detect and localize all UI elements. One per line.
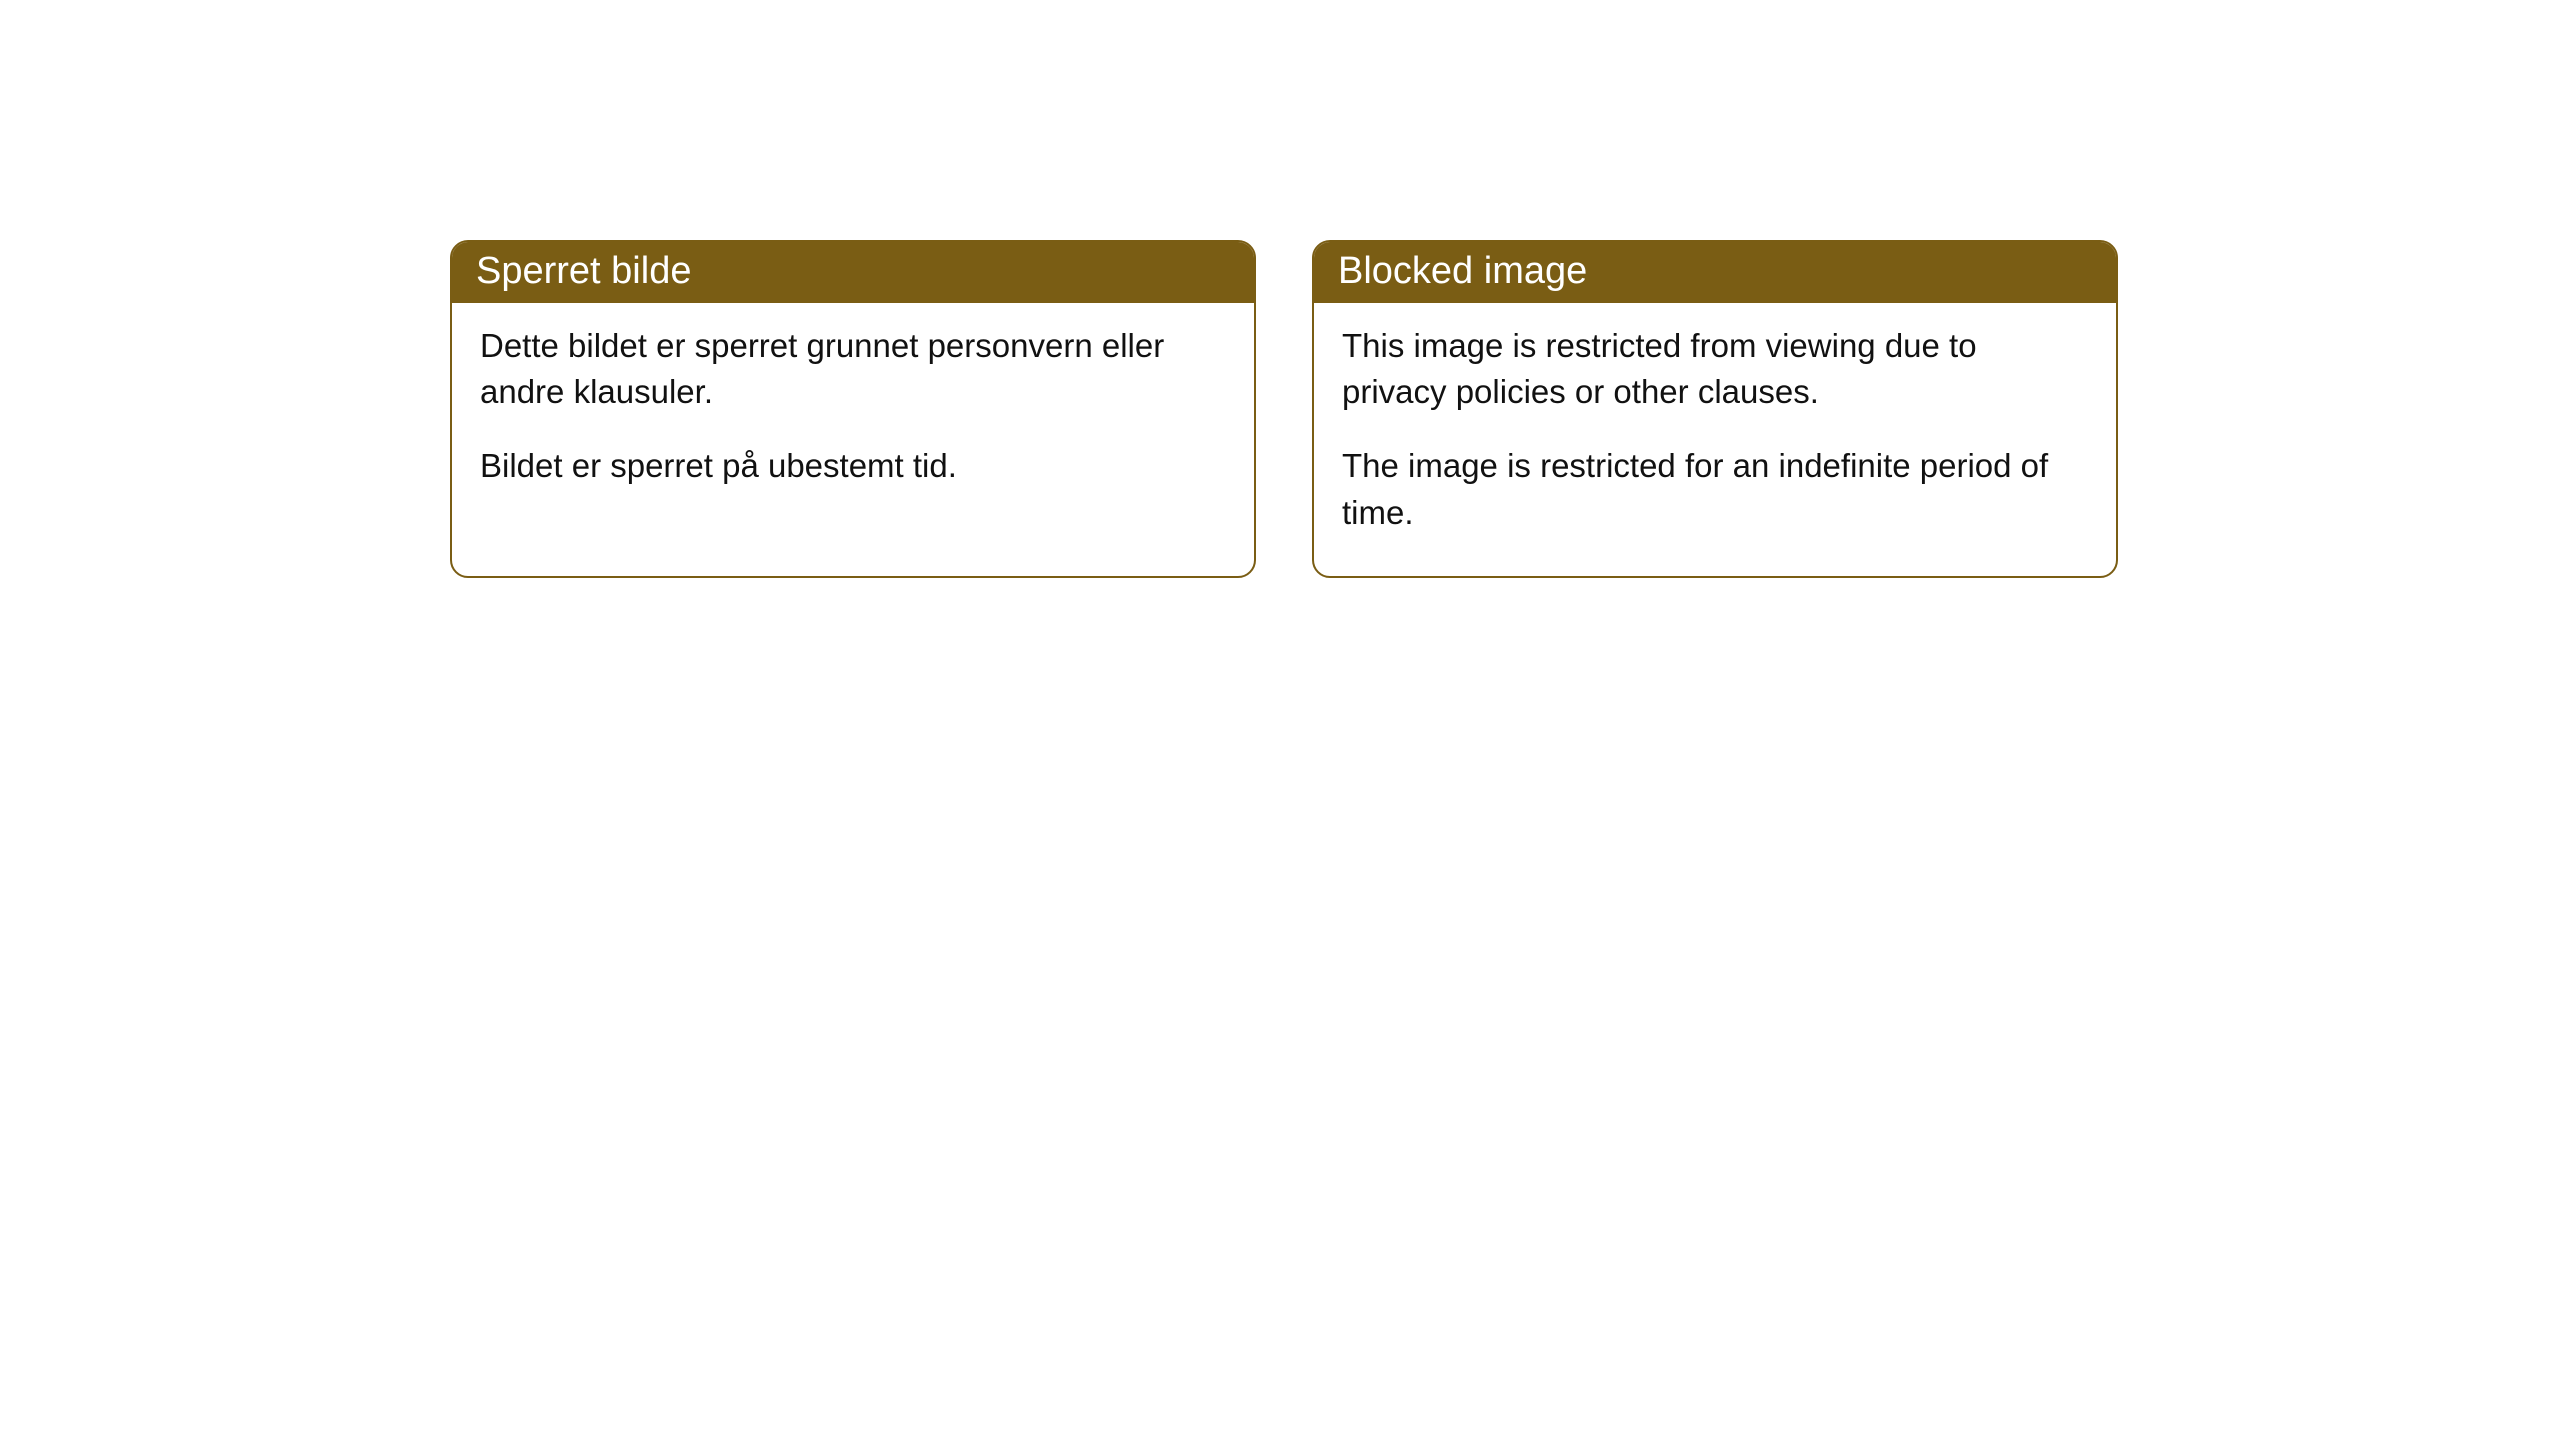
card-title: Blocked image — [1314, 242, 2116, 303]
card-paragraph: This image is restricted from viewing du… — [1342, 323, 2088, 415]
card-paragraph: Bildet er sperret på ubestemt tid. — [480, 443, 1226, 489]
card-blocked-english: Blocked image This image is restricted f… — [1312, 240, 2118, 578]
card-body: This image is restricted from viewing du… — [1314, 303, 2116, 576]
card-paragraph: The image is restricted for an indefinit… — [1342, 443, 2088, 535]
card-body: Dette bildet er sperret grunnet personve… — [452, 303, 1254, 530]
card-blocked-norwegian: Sperret bilde Dette bildet er sperret gr… — [450, 240, 1256, 578]
card-paragraph: Dette bildet er sperret grunnet personve… — [480, 323, 1226, 415]
card-title: Sperret bilde — [452, 242, 1254, 303]
cards-container: Sperret bilde Dette bildet er sperret gr… — [0, 0, 2560, 578]
